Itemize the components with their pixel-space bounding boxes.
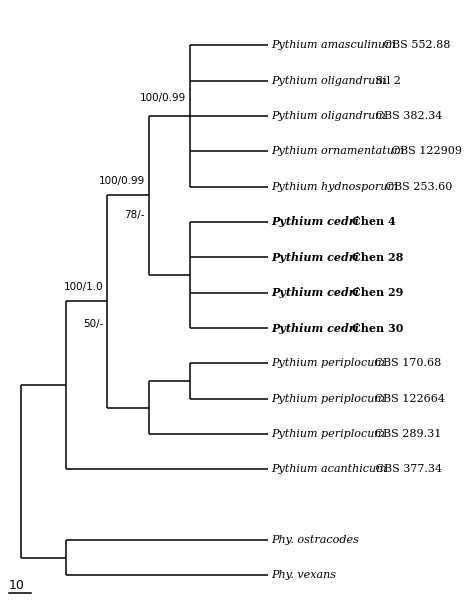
Text: 100/0.99: 100/0.99 [140, 93, 186, 103]
Text: Pythium periplocum: Pythium periplocum [272, 394, 385, 404]
Text: CBS 552.88: CBS 552.88 [380, 40, 451, 50]
Text: Pythium periplocum: Pythium periplocum [272, 358, 385, 368]
Text: Sil 2: Sil 2 [372, 75, 401, 86]
Text: Pythium acanthicum: Pythium acanthicum [272, 464, 387, 475]
Text: Phy. vexans: Phy. vexans [272, 570, 337, 581]
Text: 10: 10 [9, 579, 25, 592]
Text: Pythium oligandrum: Pythium oligandrum [272, 75, 386, 86]
Text: CBS 289.31: CBS 289.31 [371, 429, 441, 439]
Text: CBS 122909: CBS 122909 [388, 147, 462, 156]
Text: CBS 382.34: CBS 382.34 [372, 111, 442, 121]
Text: Pythium periplocum: Pythium periplocum [272, 429, 385, 439]
Text: 100/1.0: 100/1.0 [64, 282, 103, 292]
Text: Pythium oligandrum: Pythium oligandrum [272, 111, 386, 121]
Text: Chen 4: Chen 4 [348, 216, 396, 227]
Text: Pythium cedri: Pythium cedri [272, 252, 359, 263]
Text: Pythium cedri: Pythium cedri [272, 216, 359, 227]
Text: Chen 29: Chen 29 [348, 287, 403, 298]
Text: Pythium amasculinum: Pythium amasculinum [272, 40, 396, 50]
Text: CBS 122664: CBS 122664 [371, 394, 445, 404]
Text: Pythium cedri: Pythium cedri [272, 323, 359, 333]
Text: Phy. ostracodes: Phy. ostracodes [272, 535, 359, 545]
Text: CBS 253.60: CBS 253.60 [383, 182, 453, 192]
Text: Pythium ornamentatum: Pythium ornamentatum [272, 147, 405, 156]
Text: CBS 377.34: CBS 377.34 [373, 464, 443, 475]
Text: 100/0.99: 100/0.99 [99, 176, 145, 186]
Text: Pythium hydnosporum: Pythium hydnosporum [272, 182, 399, 192]
Text: 78/-: 78/- [124, 210, 145, 220]
Text: CBS 170.68: CBS 170.68 [371, 358, 441, 368]
Text: 50/-: 50/- [83, 320, 103, 329]
Text: Chen 30: Chen 30 [348, 323, 403, 333]
Text: Chen 28: Chen 28 [348, 252, 403, 263]
Text: Pythium cedri: Pythium cedri [272, 287, 359, 298]
